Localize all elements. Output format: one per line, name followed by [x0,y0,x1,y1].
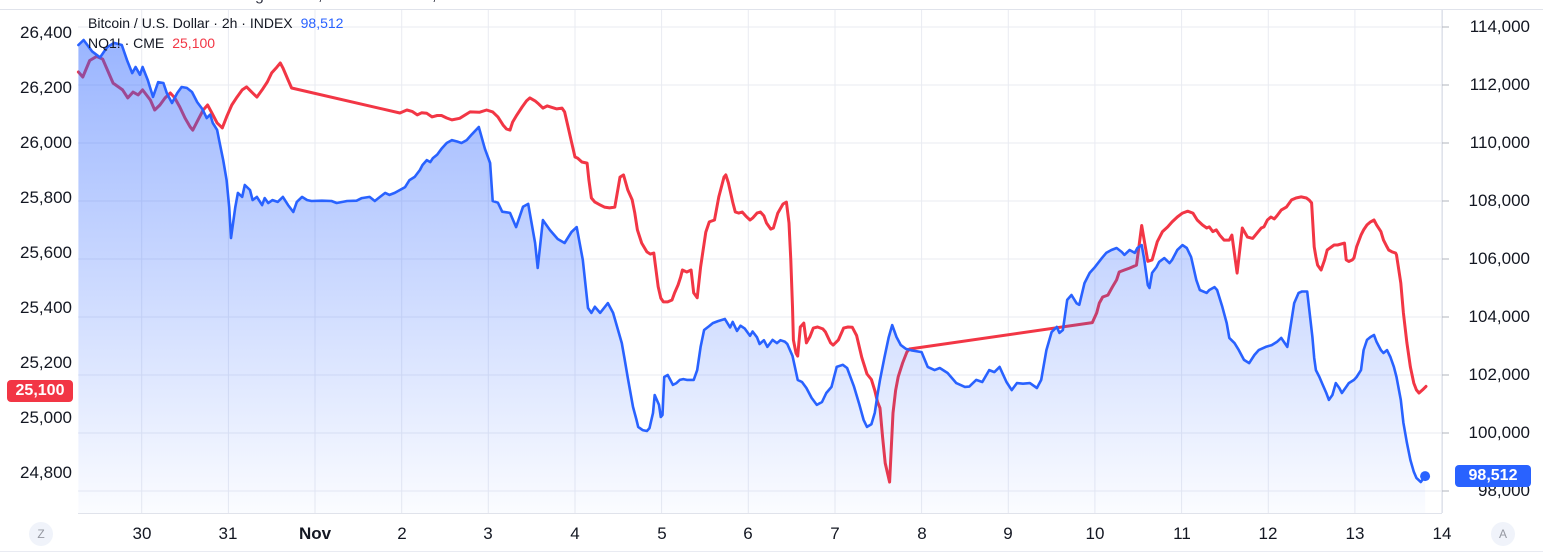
x-axis-tick-label: 11 [1173,524,1191,543]
right-axis-tick-label: 112,000 [1469,75,1530,94]
left-axis-tick-label: 25,400 [20,298,72,317]
top-clipped-text: g,, [0,0,1543,9]
nq1-line-series [76,54,1428,484]
x-axis-tick-label: 30 [132,524,152,543]
left-axis-tick-label: 25,200 [20,353,72,372]
x-axis-tick-label: 6 [743,524,753,543]
x-axis-tick-label: 31 [218,524,238,543]
timezone-button[interactable]: Z [29,522,53,546]
clipped-text-fragment: , [318,0,322,5]
clipped-text-fragment: , [432,0,436,5]
right-axis-tick-label: 106,000 [1468,249,1530,268]
right-axis-tick-label: 114,000 [1469,17,1530,36]
chart-legend: Bitcoin / U.S. Dollar · 2h · INDEX 98,51… [88,13,343,53]
legend-symbol-btcusd: Bitcoin / U.S. Dollar · 2h · INDEX [88,15,293,31]
x-axis-tick-label: 10 [1085,524,1105,543]
nq1-price-badge: 25,100 [7,380,73,402]
legend-value-nq1: 25,100 [172,35,216,51]
legend-row-nq1[interactable]: NQ1! · CME 25,100 [88,33,343,53]
left-axis-tick-label: 25,800 [20,188,72,207]
x-axis-tick-label: 8 [917,524,927,543]
x-axis-tick-label: 4 [570,524,580,543]
legend-symbol-nq1: NQ1! · CME [88,35,165,51]
x-axis-tick-label: 2 [397,524,407,543]
x-axis-tick-label: 14 [1432,524,1452,543]
x-axis-tick-label: 13 [1345,524,1365,543]
right-axis-tick-label: 100,000 [1468,423,1530,442]
right-axis-tick-label: 102,000 [1468,365,1530,384]
btcusd-area-fill [78,40,1426,513]
x-axis-tick-label: 5 [657,524,667,543]
x-axis-tick-label: 7 [830,524,840,543]
left-axis-tick-label: 24,800 [20,463,72,482]
clipped-text-fragment: g [255,0,264,5]
btcusd-price-badge: 98,512 [1455,465,1531,487]
btcusd-line-series [77,38,1427,484]
left-axis-tick-label: 25,600 [20,243,72,262]
right-axis-tick-label: 104,000 [1468,307,1530,326]
btcusd-last-price-dot [1420,471,1431,482]
right-axis-tick-label: 108,000 [1468,191,1530,210]
x-axis-tick-label: 9 [1003,524,1013,543]
left-axis-tick-label: 26,200 [20,78,72,97]
auto-scale-button[interactable]: A [1491,522,1515,546]
left-axis-tick-label: 26,400 [20,23,72,42]
x-axis-tick-label: Nov [298,524,332,543]
left-axis-tick-label: 25,000 [20,408,72,427]
x-axis-tick-label: 12 [1258,524,1278,543]
right-axis-tick-label: 110,000 [1469,133,1530,152]
legend-row-btcusd[interactable]: Bitcoin / U.S. Dollar · 2h · INDEX 98,51… [88,13,343,33]
x-axis-tick-label: 3 [483,524,493,543]
left-axis-tick-label: 26,000 [20,133,72,152]
legend-value-btcusd: 98,512 [300,15,344,31]
